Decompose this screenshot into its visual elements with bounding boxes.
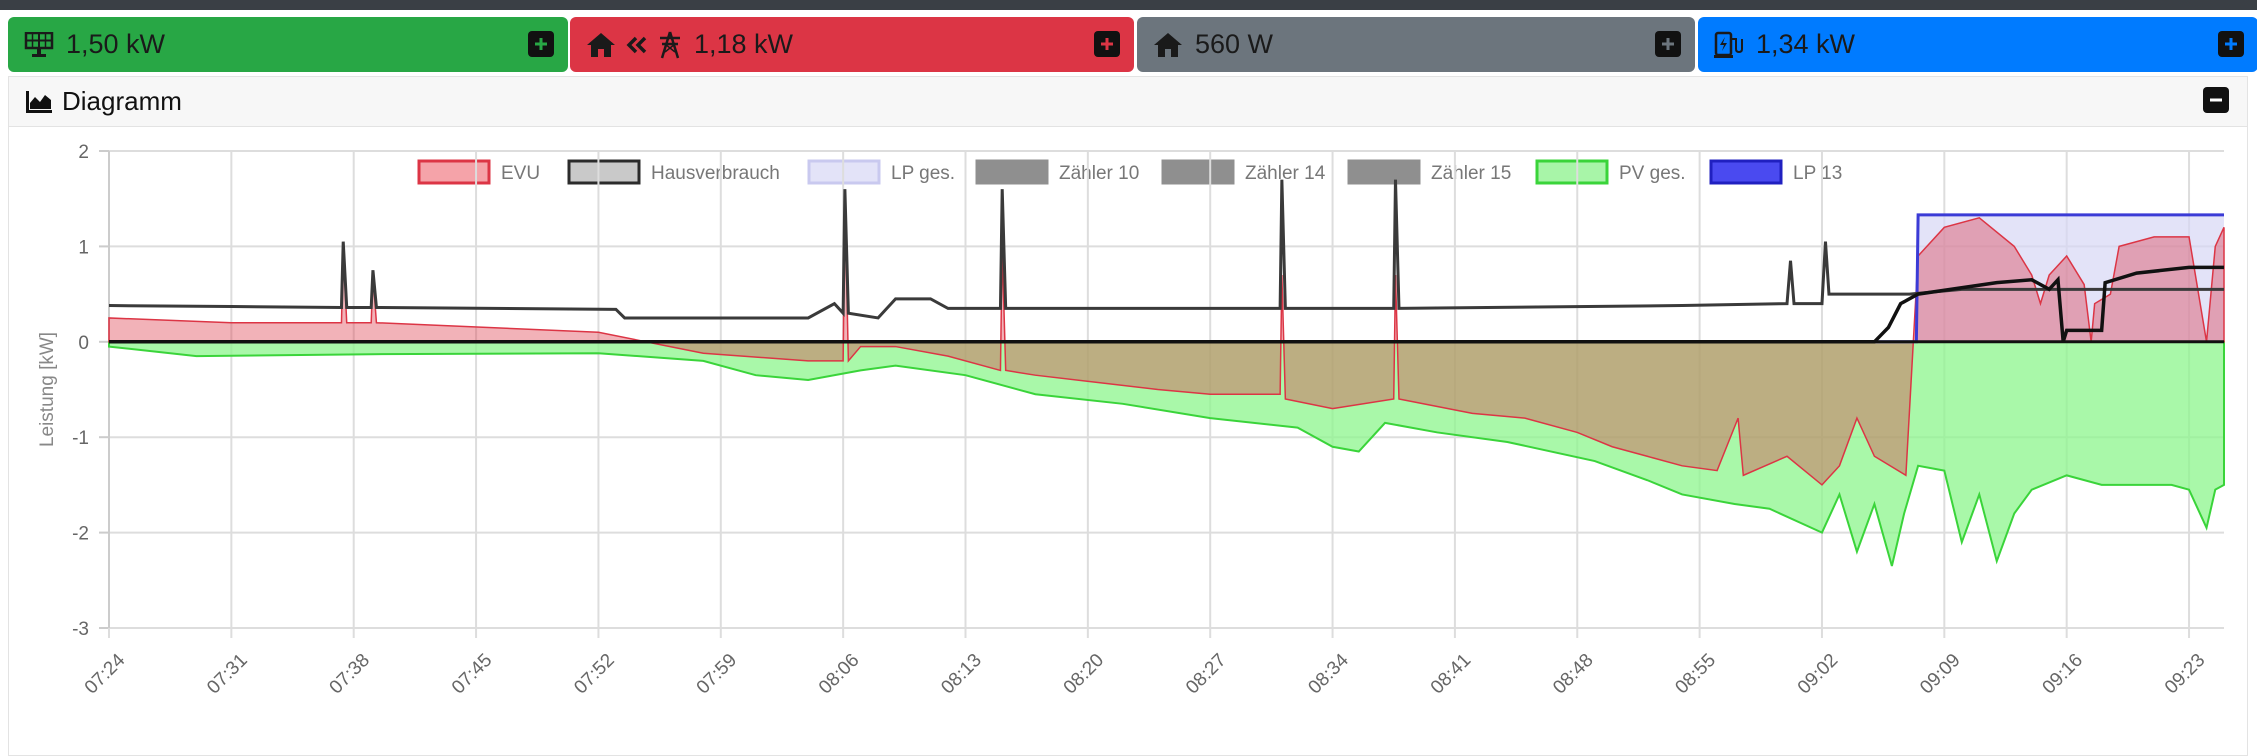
plus-icon [1662,38,1674,50]
double-chevron-left-icon [626,35,648,55]
x-tick-label: 07:52 [570,650,618,698]
x-tick-label: 09:09 [1916,650,1964,698]
legend-swatch [975,159,1049,185]
plus-icon [535,38,547,50]
y-tick-label: -2 [72,524,89,545]
diagram-title: Diagramm [62,86,182,116]
x-tick-label: 09:23 [2161,650,2209,698]
charging-station-icon [1714,31,1744,59]
top-bar [0,0,2257,10]
legend-label: PV ges. [1619,163,1686,184]
house-power-value: 560 W [1195,29,1274,59]
y-tick-label: -1 [72,428,89,449]
legend-label: EVU [501,163,540,184]
house-line [108,179,2224,320]
diagram-panel: Diagramm EVU Hausverbrauch LP ges. Zähler 1… [8,76,2248,756]
solar-panel-icon [24,31,54,58]
legend-swatch [1709,159,1783,185]
collapse-button[interactable] [2203,87,2229,113]
chart-areas [108,179,2225,567]
pv-area [108,340,2225,567]
legend-label: LP ges. [891,163,955,184]
area-chart-icon [26,90,52,113]
x-tick-label: 08:27 [1182,650,1230,698]
chargepoint-tile[interactable]: 1,34 kW [1698,17,2257,72]
x-tick-label: 07:59 [693,650,741,698]
x-tick-label: 07:45 [448,650,496,698]
lp13-line [109,265,2224,344]
pv-expand-button[interactable] [528,31,554,57]
evu-tile[interactable]: 1,18 kW [570,17,1134,72]
legend-label: Zähler 10 [1059,163,1139,184]
legend-swatch [567,159,641,185]
x-tick-label: 08:34 [1304,650,1353,699]
x-tick-label: 08:06 [815,650,863,698]
evu-power-value: 1,18 kW [694,29,794,59]
legend-swatch [1161,159,1235,185]
x-tick-label: 09:02 [1794,650,1842,698]
house-expand-button[interactable] [1655,31,1681,57]
legend-swatch [1347,159,1421,185]
x-tick-label: 07:31 [203,650,251,698]
power-tiles: 1,50 kW [8,17,2257,72]
power-chart: EVU Hausverbrauch LP ges. Zähler 10 Zähler 1… [37,142,2225,699]
y-axis-label: Leistung [kW] [37,332,58,447]
house-tile[interactable]: 560 W [1137,17,1695,72]
pv-power-value: 1,50 kW [66,29,166,59]
lp-total-line [109,213,2224,344]
y-tick-label: 0 [78,333,89,354]
legend-label: Zähler 15 [1431,163,1511,184]
legend-label: LP 13 [1793,163,1842,184]
evu-expand-button[interactable] [1094,31,1120,57]
chart-legend: EVU Hausverbrauch LP ges. Zähler 10 Zähler 1… [417,159,1842,185]
house-icon [1153,32,1183,58]
x-tick-label: 08:13 [937,650,985,698]
minus-icon [2210,98,2222,102]
x-tick-label: 07:24 [81,650,130,699]
chargepoint-power-value: 1,34 kW [1756,29,1856,59]
x-tick-label: 08:41 [1427,650,1475,698]
diagram-header[interactable]: Diagramm [9,77,2247,127]
lp-total-area [109,214,2224,342]
house-icon [586,32,616,58]
x-tick-label: 09:16 [2039,650,2087,698]
chargepoint-expand-button[interactable] [2218,31,2244,57]
y-tick-label: 1 [78,237,89,258]
x-tick-label: 07:38 [326,650,374,698]
x-tick-label: 08:48 [1549,650,1597,698]
pv-tile[interactable]: 1,50 kW [8,17,568,72]
power-tower-icon [658,31,682,59]
plus-icon [1101,38,1113,50]
legend-label: Hausverbrauch [651,163,780,184]
plus-icon [2225,38,2237,50]
legend-swatch [417,159,491,185]
x-tick-label: 08:20 [1060,650,1108,698]
legend-swatch [1535,159,1609,185]
legend-label: Zähler 14 [1245,163,1326,184]
x-tick-label: 08:55 [1671,650,1719,698]
y-tick-label: 2 [78,142,89,163]
y-tick-label: -3 [72,619,89,640]
